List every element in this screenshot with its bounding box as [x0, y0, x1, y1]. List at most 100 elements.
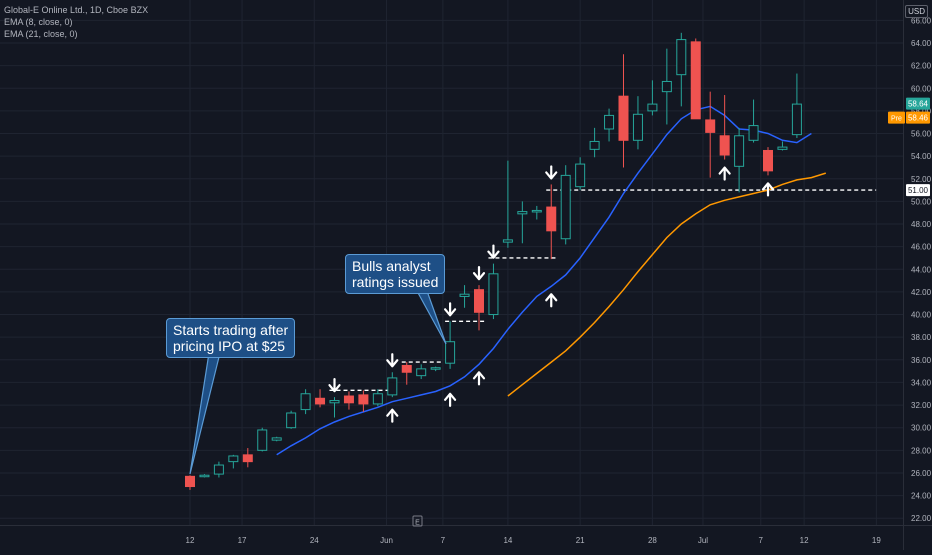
- candle-body: [517, 211, 528, 215]
- y-tick-label: 62.00: [911, 62, 932, 71]
- arrow-up-icon: [472, 371, 486, 386]
- candle: [517, 201, 528, 244]
- y-tick-label: 24.00: [911, 492, 932, 501]
- ipo-callout: Starts trading after pricing IPO at $25: [166, 318, 296, 358]
- candle: [474, 285, 484, 331]
- candle-body: [661, 80, 672, 93]
- premarket-price-tag: [906, 111, 930, 124]
- candle: [791, 73, 802, 139]
- candle-body: [488, 273, 499, 316]
- candle-body: [343, 395, 354, 404]
- y-tick-label: 22.00: [911, 514, 932, 523]
- candle: [632, 96, 643, 150]
- y-tick-label: 56.00: [911, 130, 932, 139]
- y-tick-label: 58.00: [911, 107, 932, 116]
- y-tick-label: 54.00: [911, 152, 932, 161]
- candle: [242, 448, 253, 468]
- analyst-callout-line1: Bulls analyst: [352, 258, 431, 274]
- candle: [488, 263, 499, 320]
- candle-body: [372, 393, 383, 405]
- x-tick-label: 19: [872, 536, 881, 545]
- symbol-title[interactable]: Global-E Online Ltd., 1D, Cboe BZX: [4, 5, 149, 15]
- arrow-down-icon: [386, 353, 399, 368]
- candle-body: [632, 113, 643, 141]
- ema-fast-line: [276, 105, 812, 456]
- candle-body: [690, 41, 701, 120]
- y-tick-label: 52.00: [911, 175, 932, 184]
- level-price-tag: [906, 184, 930, 197]
- candle-body: [560, 174, 571, 240]
- ema-slow-legend[interactable]: EMA (21, close, 0): [4, 29, 78, 39]
- candle-body: [286, 412, 297, 429]
- candle: [459, 285, 470, 308]
- price-tags: 58.64 58.46 Pre 51.00: [888, 97, 930, 197]
- ema-fast-legend[interactable]: EMA (8, close, 0): [4, 17, 73, 27]
- y-tick-label: 60.00: [911, 84, 932, 93]
- y-tick-label: 34.00: [911, 378, 932, 387]
- last-price-label: 58.64: [908, 100, 929, 109]
- candle-body: [199, 474, 210, 478]
- arrow-up-icon: [386, 408, 399, 423]
- candle: [315, 389, 326, 408]
- candle: [343, 391, 354, 410]
- x-tick-label: 21: [576, 536, 585, 545]
- ipo-callout-line2: pricing IPO at $25: [173, 338, 286, 354]
- candle-body: [257, 429, 268, 451]
- candle: [531, 205, 542, 220]
- candle-body: [777, 146, 788, 150]
- candle-body: [387, 377, 398, 396]
- x-tick-label: 12: [186, 536, 195, 545]
- candle-body: [546, 206, 557, 232]
- y-tick-label: 44.00: [911, 265, 932, 274]
- candles: [185, 32, 802, 490]
- candle: [416, 364, 427, 380]
- y-tick-label: 48.00: [911, 220, 932, 229]
- x-tick-label: 14: [503, 536, 512, 545]
- candle-body: [763, 149, 773, 172]
- candle: [401, 362, 412, 385]
- premarket-price-label: 58.46: [908, 114, 929, 123]
- candle-body: [401, 364, 412, 373]
- x-tick-label: 24: [310, 536, 319, 545]
- currency-badge[interactable]: USD: [905, 5, 928, 18]
- candle-body: [791, 103, 802, 136]
- candle-body: [430, 367, 441, 370]
- candle: [271, 436, 282, 442]
- candle: [257, 427, 268, 452]
- x-tick-label: Jun: [380, 536, 393, 545]
- candle-body: [315, 397, 326, 405]
- candle: [300, 389, 311, 415]
- arrow-down-icon: [444, 302, 457, 317]
- candle: [546, 184, 557, 260]
- premarket-badge: [888, 111, 905, 124]
- earnings-badge[interactable]: [412, 515, 423, 527]
- candle-body: [459, 293, 470, 297]
- candle: [734, 127, 745, 193]
- candle: [777, 141, 788, 151]
- candle-body: [705, 119, 716, 133]
- y-tick-label: 28.00: [911, 446, 932, 455]
- y-tick-label: 66.00: [911, 16, 932, 25]
- arrow-down-icon: [472, 266, 486, 281]
- y-tick-label: 46.00: [911, 243, 932, 252]
- price-axis: 22.00 24.00 26.00 28.00 30.00 32.00 34.00 36.00…: [903, 0, 932, 550]
- x-tick-label: 28: [648, 536, 657, 545]
- candle-body: [242, 454, 253, 463]
- arrow-down-icon: [487, 244, 500, 259]
- candle-body: [531, 209, 542, 213]
- candle: [358, 390, 369, 412]
- arrow-up-icon: [761, 182, 775, 197]
- candle-body: [474, 289, 484, 313]
- candle: [676, 32, 687, 107]
- earnings-badge-label: E: [415, 520, 420, 527]
- x-tick-label: 7: [441, 536, 446, 545]
- arrow-down-icon: [545, 165, 558, 180]
- candle: [560, 165, 571, 245]
- y-tick-label: 64.00: [911, 39, 932, 48]
- y-tick-label: 38.00: [911, 333, 932, 342]
- candle-body: [329, 400, 340, 404]
